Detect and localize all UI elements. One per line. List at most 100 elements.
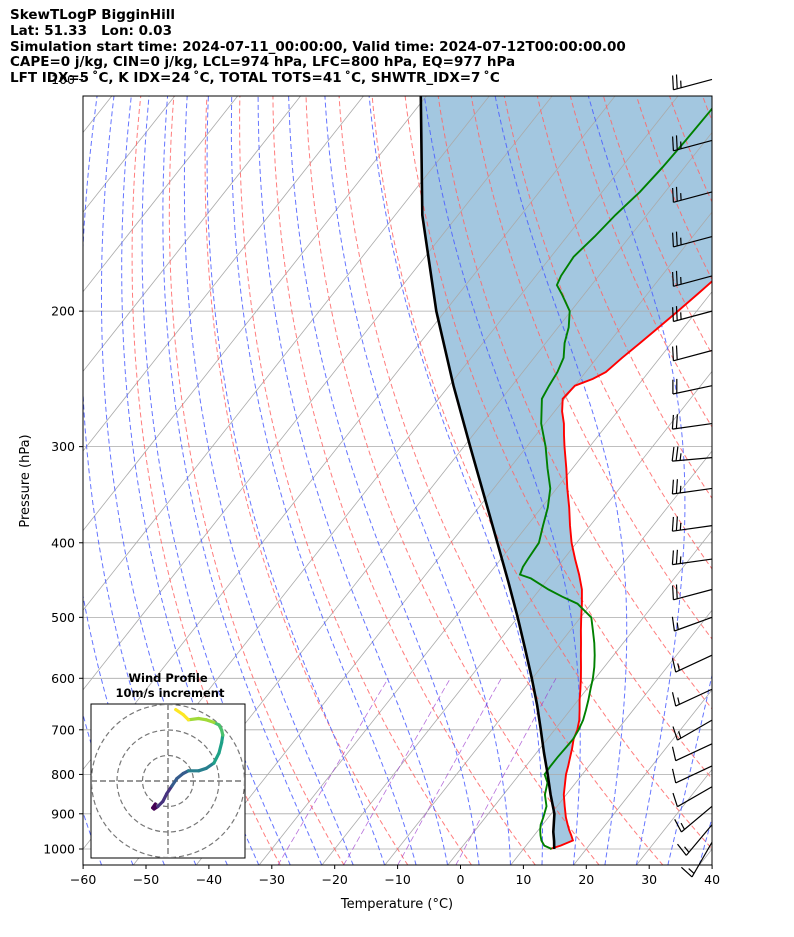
moist-adiabat-line bbox=[667, 96, 712, 865]
moist-adiabat-line bbox=[698, 816, 712, 865]
wind-barb-staff bbox=[673, 235, 713, 248]
wind-barb-flag bbox=[671, 692, 677, 707]
wind-barb-staff bbox=[685, 824, 713, 856]
moist-adiabat-line bbox=[324, 96, 511, 865]
wind-barb-half-flag bbox=[679, 522, 682, 531]
wind-barb-half-flag bbox=[677, 697, 680, 705]
wind-barb-flag bbox=[680, 866, 693, 878]
wind-barb-staff bbox=[673, 275, 713, 287]
wind-barb bbox=[671, 446, 713, 462]
wind-barb-flag bbox=[671, 516, 674, 532]
wind-barb bbox=[672, 135, 713, 152]
title-line-3: Simulation start time: 2024-07-11_00:00:… bbox=[10, 38, 626, 55]
wind-barb-half-flag bbox=[679, 556, 682, 564]
wind-barbs-layer bbox=[671, 74, 713, 878]
wind-barb-staff bbox=[675, 765, 713, 784]
wind-barb bbox=[671, 688, 713, 707]
y-tick-label: 200 bbox=[51, 304, 75, 319]
wind-barb-flag bbox=[671, 768, 677, 784]
x-tick-label: −30 bbox=[259, 872, 285, 887]
wind-barb bbox=[672, 786, 713, 808]
title-line-1: SkewTLogP BigginHill bbox=[10, 7, 175, 23]
dry-adiabat-line bbox=[536, 96, 712, 500]
series-layer bbox=[419, 96, 712, 850]
moist-adiabat-line bbox=[230, 96, 417, 865]
wind-barb-staff bbox=[673, 349, 713, 362]
x-tick-label: 40 bbox=[704, 872, 720, 887]
wind-barb-flag bbox=[672, 187, 674, 203]
wind-barb-half-flag bbox=[679, 453, 682, 461]
x-tick-label: 20 bbox=[578, 872, 594, 887]
wind-barb-staff bbox=[673, 588, 713, 601]
dry-adiabat-line bbox=[762, 80, 794, 866]
wind-barb bbox=[672, 74, 713, 91]
wind-barb-flag bbox=[675, 584, 678, 599]
x-tick-label: −10 bbox=[384, 872, 410, 887]
wind-barb-staff bbox=[672, 422, 713, 430]
isotherm-line bbox=[83, 96, 427, 532]
wind-barb-flag bbox=[675, 345, 678, 360]
wind-barb-staff bbox=[674, 616, 713, 632]
isotherm-line bbox=[762, 80, 794, 866]
wind-barb-flag bbox=[672, 792, 678, 807]
moist-adiabat-line bbox=[288, 96, 480, 865]
x-tick-label: 10 bbox=[515, 872, 531, 887]
isotherm-line bbox=[83, 96, 490, 611]
dry-adiabat-line bbox=[131, 96, 281, 865]
wind-barb-half-flag bbox=[676, 622, 679, 630]
wind-barb-flag bbox=[675, 414, 678, 429]
wind-barb-half-flag bbox=[680, 822, 685, 830]
wind-barb bbox=[672, 270, 713, 287]
isotherm-line bbox=[698, 848, 712, 865]
chart-title: SkewTLogP BigginHill Lat: 51.33 Lon: 0.0… bbox=[10, 7, 626, 87]
x-tick-label: −50 bbox=[133, 872, 159, 887]
wind-barb-flag bbox=[672, 346, 674, 361]
wind-barb-flag bbox=[671, 658, 677, 673]
y-axis-label: Pressure (hPa) bbox=[18, 434, 33, 527]
wind-barb-staff bbox=[675, 743, 713, 762]
wind-barb-half-flag bbox=[684, 846, 690, 853]
axes-layer: −60 −50 −40 −30 −20 −10 0 10 20 30 40 1000 900 800 700… bbox=[43, 72, 720, 887]
grid-layer bbox=[0, 80, 794, 866]
wind-barb bbox=[674, 805, 713, 833]
moist-adiabat-line bbox=[0, 80, 70, 866]
wind-barb bbox=[671, 414, 713, 430]
wind-barb-staff bbox=[675, 688, 713, 707]
y-tick-label: 700 bbox=[51, 722, 75, 737]
isotherm-line bbox=[83, 96, 553, 691]
wind-barb-flag bbox=[675, 270, 678, 286]
wind-barb-flag bbox=[675, 516, 678, 531]
moist-adiabat-line bbox=[587, 96, 686, 865]
wind-barb bbox=[672, 345, 713, 362]
x-axis-degree: ° bbox=[432, 897, 439, 912]
y-tick-label: 500 bbox=[51, 610, 75, 625]
y-tick-label: 100 bbox=[51, 72, 75, 87]
wind-barb-flag bbox=[672, 585, 674, 600]
wind-barb-staff bbox=[681, 805, 713, 833]
wind-barb bbox=[671, 549, 713, 566]
wind-barb-staff bbox=[673, 78, 713, 91]
wind-barb bbox=[671, 516, 713, 532]
dry-adiabat-line bbox=[305, 96, 600, 865]
y-tick-label: 400 bbox=[51, 535, 75, 550]
wind-barb bbox=[672, 186, 713, 203]
hodograph-trace-segment bbox=[174, 707, 185, 717]
wind-barb-flag bbox=[671, 746, 677, 761]
hodograph-trace-segment bbox=[212, 751, 221, 765]
wind-barb-half-flag bbox=[688, 868, 695, 874]
wind-barb-staff bbox=[691, 841, 713, 878]
wind-barb-flag bbox=[675, 231, 678, 246]
wind-barb-flag bbox=[672, 307, 674, 322]
wind-barb-flag bbox=[672, 136, 674, 151]
wind-barb-flag bbox=[671, 446, 675, 462]
wind-barb bbox=[680, 841, 713, 878]
wind-barb-flag bbox=[675, 479, 678, 494]
isotherm-line bbox=[321, 370, 712, 865]
x-tick-label: −20 bbox=[322, 872, 348, 887]
moist-adiabat-line bbox=[141, 96, 291, 865]
moist-adiabat-line bbox=[162, 96, 323, 865]
wind-barb-flag bbox=[675, 306, 678, 321]
isotherm-line bbox=[83, 96, 239, 293]
